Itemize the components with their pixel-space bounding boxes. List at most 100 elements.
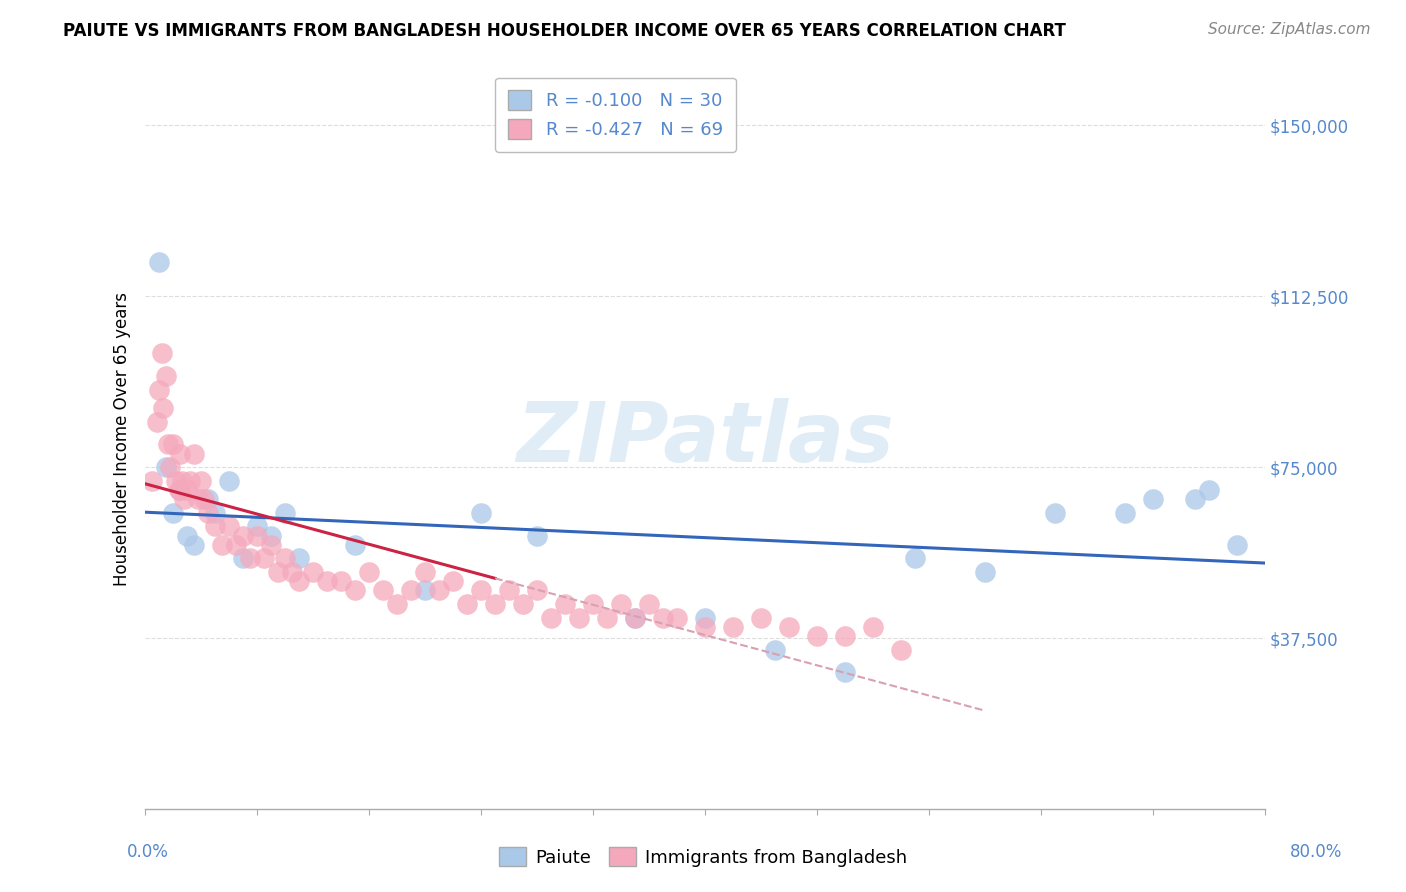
Point (373, 583, 395, 598)
Point (652, 610, 675, 624)
Point (288, 574, 311, 589)
Point (183, 538, 205, 552)
Point (1184, 492, 1206, 507)
Point (512, 597, 534, 611)
Point (190, 474, 212, 488)
Point (1198, 483, 1220, 497)
Point (568, 610, 591, 624)
Text: 0.0%: 0.0% (127, 843, 169, 861)
Point (167, 483, 190, 497)
Point (862, 620, 884, 634)
Point (749, 610, 772, 624)
Point (165, 474, 187, 488)
Point (155, 460, 177, 475)
Point (246, 528, 269, 542)
Point (176, 483, 198, 497)
Point (267, 565, 290, 579)
Point (904, 551, 927, 566)
Point (582, 597, 605, 611)
Text: PAIUTE VS IMMIGRANTS FROM BANGLADESH HOUSEHOLDER INCOME OVER 65 YEARS CORRELATIO: PAIUTE VS IMMIGRANTS FROM BANGLADESH HOU… (63, 22, 1066, 40)
Point (470, 506, 492, 520)
Point (288, 551, 311, 566)
Point (540, 610, 562, 624)
Point (413, 583, 436, 598)
Point (610, 597, 633, 611)
Point (150, 346, 173, 360)
Point (232, 528, 254, 542)
Point (232, 551, 254, 566)
Point (197, 506, 219, 520)
Point (806, 629, 828, 643)
Point (763, 642, 786, 657)
Point (148, 255, 170, 269)
Point (239, 551, 262, 566)
Point (246, 519, 269, 533)
Point (344, 583, 367, 598)
Point (179, 474, 201, 488)
Point (152, 401, 174, 415)
Point (890, 642, 912, 657)
Point (427, 583, 450, 598)
Point (155, 369, 177, 384)
Point (281, 565, 304, 579)
Point (1226, 538, 1249, 552)
Point (204, 519, 226, 533)
Point (169, 483, 191, 497)
Point (526, 528, 548, 542)
Point (260, 538, 283, 552)
Point (665, 610, 688, 624)
Point (554, 597, 576, 611)
Point (693, 620, 716, 634)
Point (148, 383, 170, 397)
Point (316, 574, 339, 589)
Point (193, 492, 215, 507)
Point (526, 583, 548, 598)
Legend: R = -0.100   N = 30, R = -0.427   N = 69: R = -0.100 N = 30, R = -0.427 N = 69 (495, 78, 735, 152)
Point (470, 583, 492, 598)
Point (973, 565, 995, 579)
Y-axis label: Householder Income Over 65 years: Householder Income Over 65 years (114, 292, 131, 586)
Legend: Paiute, Immigrants from Bangladesh: Paiute, Immigrants from Bangladesh (492, 840, 914, 874)
Point (218, 474, 240, 488)
Point (385, 597, 408, 611)
Point (778, 620, 800, 634)
Point (156, 437, 179, 451)
Point (638, 597, 661, 611)
Point (721, 620, 744, 634)
Point (596, 610, 619, 624)
Text: Source: ZipAtlas.com: Source: ZipAtlas.com (1208, 22, 1371, 37)
Point (413, 565, 436, 579)
Point (330, 574, 353, 589)
Point (170, 474, 193, 488)
Point (624, 610, 647, 624)
Point (399, 583, 422, 598)
Point (260, 528, 283, 542)
Point (141, 474, 163, 488)
Point (169, 446, 191, 460)
Point (197, 492, 219, 507)
Point (1142, 492, 1164, 507)
Text: ZIPatlas: ZIPatlas (516, 398, 894, 479)
Point (211, 538, 233, 552)
Point (218, 519, 240, 533)
Point (183, 446, 205, 460)
Point (187, 492, 209, 507)
Point (484, 597, 506, 611)
Point (225, 538, 247, 552)
Point (834, 629, 856, 643)
Point (159, 460, 181, 475)
Point (359, 565, 381, 579)
Point (162, 506, 184, 520)
Point (441, 574, 464, 589)
Point (274, 551, 297, 566)
Point (274, 506, 297, 520)
Point (834, 665, 856, 680)
Point (624, 610, 647, 624)
Point (1114, 506, 1136, 520)
Point (1043, 506, 1066, 520)
Point (456, 597, 478, 611)
Point (162, 437, 184, 451)
Point (145, 415, 167, 429)
Point (253, 551, 276, 566)
Text: 80.0%: 80.0% (1291, 843, 1343, 861)
